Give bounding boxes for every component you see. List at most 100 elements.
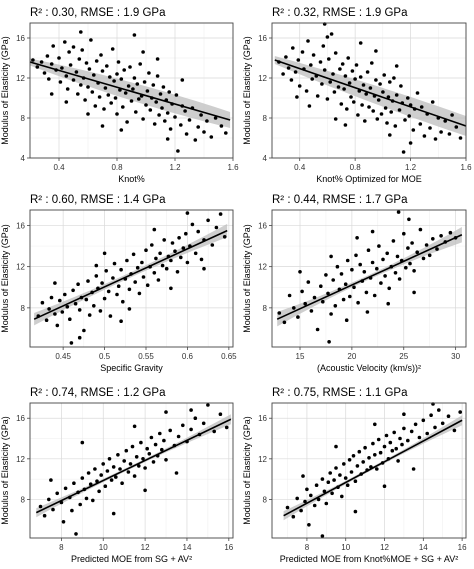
data-point [399, 84, 403, 88]
data-point [284, 55, 288, 59]
data-point [51, 507, 55, 512]
data-point [142, 80, 147, 84]
y-axis-title: Modulus of Elasticity (GPa) [242, 416, 252, 525]
y-tick-label: 12 [16, 455, 25, 464]
data-point [79, 30, 83, 34]
data-point [318, 60, 323, 64]
data-point [342, 87, 346, 91]
plot-frame [271, 22, 467, 159]
data-point [364, 92, 369, 96]
data-point [97, 489, 101, 494]
y-tick-label: 12 [16, 74, 25, 83]
data-point [108, 314, 113, 318]
data-point [57, 56, 61, 60]
data-point [299, 508, 303, 513]
data-point [433, 137, 438, 141]
data-point [49, 478, 53, 482]
data-point [312, 503, 317, 508]
data-point [358, 41, 363, 45]
data-point [439, 234, 443, 238]
data-point [179, 255, 183, 260]
data-point [167, 90, 171, 94]
data-point [158, 92, 163, 96]
data-point [351, 454, 356, 458]
data-point [425, 431, 430, 436]
data-point [345, 258, 350, 263]
data-point [134, 455, 139, 459]
data-point [145, 446, 149, 451]
data-point [105, 469, 110, 473]
data-point [100, 124, 105, 128]
y-tick-label: 16 [16, 34, 25, 43]
data-point [412, 290, 416, 295]
data-point [141, 117, 145, 121]
data-point [329, 32, 334, 36]
data-point [63, 486, 68, 491]
data-point [193, 251, 198, 256]
data-point [358, 75, 363, 79]
data-point [430, 100, 435, 104]
data-point [415, 250, 420, 254]
data-point [168, 428, 172, 433]
data-point [371, 109, 376, 113]
data-point [53, 281, 57, 285]
data-point [315, 94, 320, 98]
data-point [325, 97, 330, 101]
data-point [402, 426, 406, 431]
data-point [155, 57, 160, 61]
data-point [55, 323, 60, 328]
data-point [68, 317, 72, 322]
data-point [292, 306, 296, 310]
data-point [374, 78, 378, 82]
data-point [114, 475, 118, 479]
x-tick-label: 25 [399, 352, 408, 361]
data-point [94, 274, 99, 278]
data-point [64, 74, 69, 78]
x-tick-label: 10 [99, 543, 108, 552]
data-point [71, 45, 76, 49]
data-point [67, 50, 71, 54]
data-point [429, 413, 433, 418]
data-point [320, 82, 324, 86]
data-point [119, 319, 123, 324]
x-tick-label: 8 [305, 543, 310, 552]
data-point [307, 104, 312, 108]
data-point [296, 315, 300, 319]
x-tick-label: 30 [451, 352, 460, 361]
data-point [174, 471, 179, 475]
data-point [371, 441, 375, 446]
data-point [327, 340, 331, 344]
data-point [347, 81, 352, 85]
data-point [119, 267, 123, 272]
data-point [349, 95, 353, 99]
data-point [152, 227, 157, 232]
data-point [131, 87, 135, 91]
data-point [350, 267, 354, 272]
data-point [328, 80, 333, 84]
data-point [130, 444, 135, 449]
data-point [382, 484, 387, 489]
data-point [391, 239, 396, 243]
data-point [427, 253, 432, 258]
x-axis-title: Specific Gravity [100, 363, 163, 373]
data-point [321, 299, 325, 304]
data-point [433, 425, 437, 430]
data-point [362, 270, 367, 274]
data-point [363, 445, 367, 450]
data-point [281, 72, 285, 76]
data-point [153, 442, 158, 447]
data-point [101, 462, 105, 466]
y-axis-title: Modulus of Elasticity (GPa) [0, 36, 10, 145]
data-point [60, 310, 65, 314]
data-point [61, 520, 66, 524]
data-point [412, 269, 416, 273]
data-point [47, 307, 51, 311]
x-tick-label: 16 [224, 543, 233, 552]
data-point [285, 505, 290, 510]
y-axis-title: Modulus of Elasticity (GPa) [242, 224, 252, 333]
data-point [160, 447, 164, 452]
data-point [333, 117, 338, 121]
x-tick-label: 0.8 [350, 163, 362, 172]
data-point [125, 258, 129, 263]
